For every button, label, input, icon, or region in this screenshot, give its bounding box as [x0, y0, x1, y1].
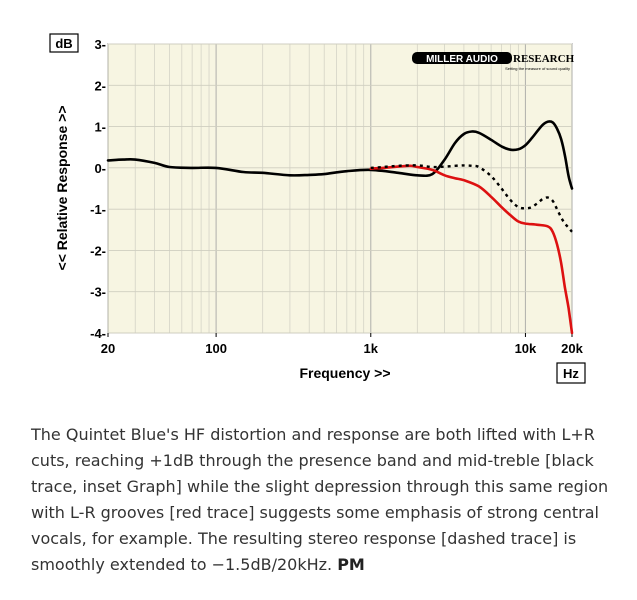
author-initials: PM — [337, 555, 365, 574]
x-tick-label: 10k — [515, 341, 537, 356]
y-tick-labels: 3- 2- 1- 0- -1- -2- -3- -4- — [90, 37, 106, 341]
frequency-response-chart: 3- 2- 1- 0- -1- -2- -3- -4- 20 100 1k 10k 20k dB Hz… — [49, 33, 586, 384]
x-tick-label: 20k — [561, 341, 583, 356]
caption-paragraph: The Quintet Blue's HF distortion and res… — [31, 422, 611, 578]
chart-svg: 3- 2- 1- 0- -1- -2- -3- -4- 20 100 1k 10k 20k dB Hz… — [49, 33, 586, 384]
y-tick-label: 2- — [94, 78, 106, 93]
y-axis-title: << Relative Response >> — [54, 106, 70, 271]
dashed-trace — [370, 164, 573, 233]
y-tick-label: -3- — [90, 285, 106, 300]
y-tick-label: -4- — [90, 326, 106, 341]
logo-tagline: Setting the measure of sound quality — [505, 66, 570, 71]
x-axis-title: Frequency >> — [299, 365, 390, 381]
y-tick-label: 3- — [94, 37, 106, 52]
caption-text: The Quintet Blue's HF distortion and res… — [31, 425, 609, 574]
x-tick-label: 20 — [101, 341, 115, 356]
miller-audio-research-logo: MILLER AUDIO RESEARCH Setting the measur… — [412, 52, 575, 71]
x-unit-label: Hz — [563, 366, 579, 381]
y-tick-label: 0- — [94, 161, 106, 176]
plot-area — [107, 43, 573, 334]
grid — [107, 43, 573, 334]
series-group — [106, 120, 574, 335]
y-unit-box: dB — [49, 33, 79, 53]
x-tick-label: 1k — [364, 341, 379, 356]
black-trace — [106, 120, 574, 190]
y-tick-label: -1- — [90, 202, 106, 217]
x-tick-label: 100 — [205, 341, 227, 356]
x-unit-box: Hz — [556, 362, 586, 384]
y-unit-label: dB — [55, 36, 72, 51]
logo-brand-left: MILLER AUDIO — [426, 54, 498, 65]
logo-brand-right: RESEARCH — [513, 53, 575, 65]
y-tick-label: -2- — [90, 243, 106, 258]
x-tick-labels: 20 100 1k 10k 20k — [101, 333, 584, 356]
y-tick-label: 1- — [94, 120, 106, 135]
